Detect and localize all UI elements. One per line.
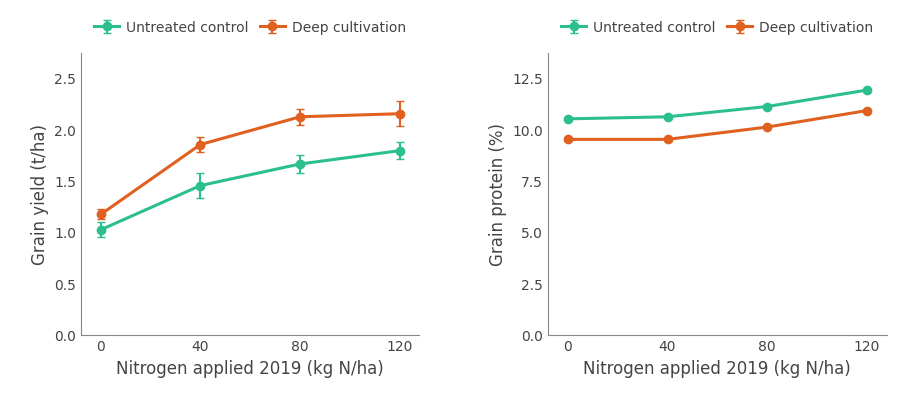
X-axis label: Nitrogen applied 2019 (kg N/ha): Nitrogen applied 2019 (kg N/ha) bbox=[116, 360, 384, 378]
Legend: Untreated control, Deep cultivation: Untreated control, Deep cultivation bbox=[89, 15, 411, 40]
Y-axis label: Grain yield (t/ha): Grain yield (t/ha) bbox=[31, 124, 49, 265]
Y-axis label: Grain protein (%): Grain protein (%) bbox=[489, 123, 507, 266]
X-axis label: Nitrogen applied 2019 (kg N/ha): Nitrogen applied 2019 (kg N/ha) bbox=[583, 360, 851, 378]
Legend: Untreated control, Deep cultivation: Untreated control, Deep cultivation bbox=[556, 15, 878, 40]
